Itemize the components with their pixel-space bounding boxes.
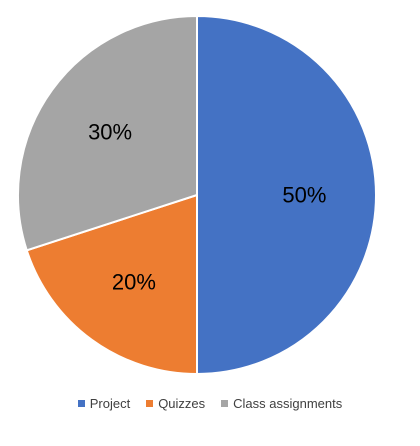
legend-label: Project	[89, 396, 131, 411]
data-label-class-assignments: 30%	[88, 119, 132, 144]
pie-slices	[17, 14, 377, 376]
data-label-quizzes: 20%	[112, 269, 156, 294]
legend-swatch	[146, 400, 154, 407]
legend-label: Quizzes	[158, 396, 206, 411]
pie-data-labels: 50% 20% 30%	[88, 119, 326, 294]
data-label-project: 50%	[282, 183, 326, 208]
legend-swatch	[77, 400, 85, 407]
legend: Project Quizzes Class assignments	[0, 396, 420, 411]
pie-slice-class-assignments	[17, 14, 198, 252]
legend-item-project: Project	[77, 396, 131, 411]
legend-item-class-assignments: Class assignments	[221, 396, 342, 411]
legend-label: Class assignments	[233, 396, 343, 411]
pie-slice-quizzes	[25, 193, 198, 376]
legend-item-quizzes: Quizzes	[146, 396, 205, 411]
pie-slice-project	[196, 14, 377, 376]
legend-swatch	[221, 400, 229, 407]
